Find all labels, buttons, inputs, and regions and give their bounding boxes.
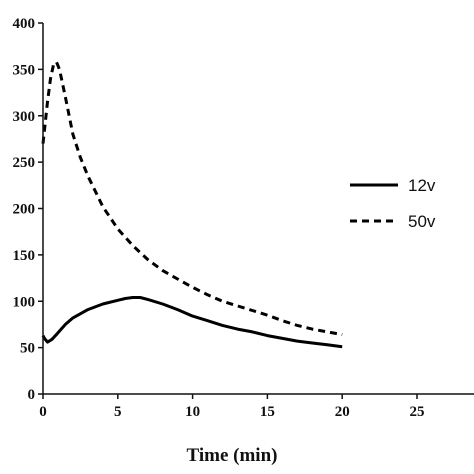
y-tick-label: 50 [20,341,35,357]
axes: 0 5 10 15 20 25 0 50 100 150 200 250 300 350 400 [13,16,474,420]
x-tick-label: 25 [410,404,425,420]
x-tick-label: 10 [185,404,200,420]
x-tick-label: 0 [39,404,47,420]
x-axis-title: Time (min) [187,445,278,466]
y-tick-label: 400 [13,16,36,32]
series-line-50v [41,60,343,337]
y-ticks: 0 50 100 150 200 250 300 350 400 [13,16,43,403]
y-tick-label: 300 [13,109,36,125]
series-line-12v [41,296,343,349]
x-ticks: 0 5 10 15 20 25 [39,394,425,420]
legend-label: 50v [408,212,436,231]
y-tick-label: 250 [13,155,36,171]
legend-label: 12v [408,176,436,195]
y-tick-label: 200 [13,202,36,218]
plot-lines [41,60,343,349]
x-tick-label: 20 [335,404,350,420]
x-tick-label: 5 [114,404,122,420]
y-tick-label: 0 [28,387,36,403]
legend: 12v 50v [350,176,436,231]
y-tick-label: 350 [13,62,36,78]
y-tick-label: 100 [13,294,36,310]
x-tick-label: 15 [260,404,275,420]
y-tick-label: 150 [13,248,36,264]
